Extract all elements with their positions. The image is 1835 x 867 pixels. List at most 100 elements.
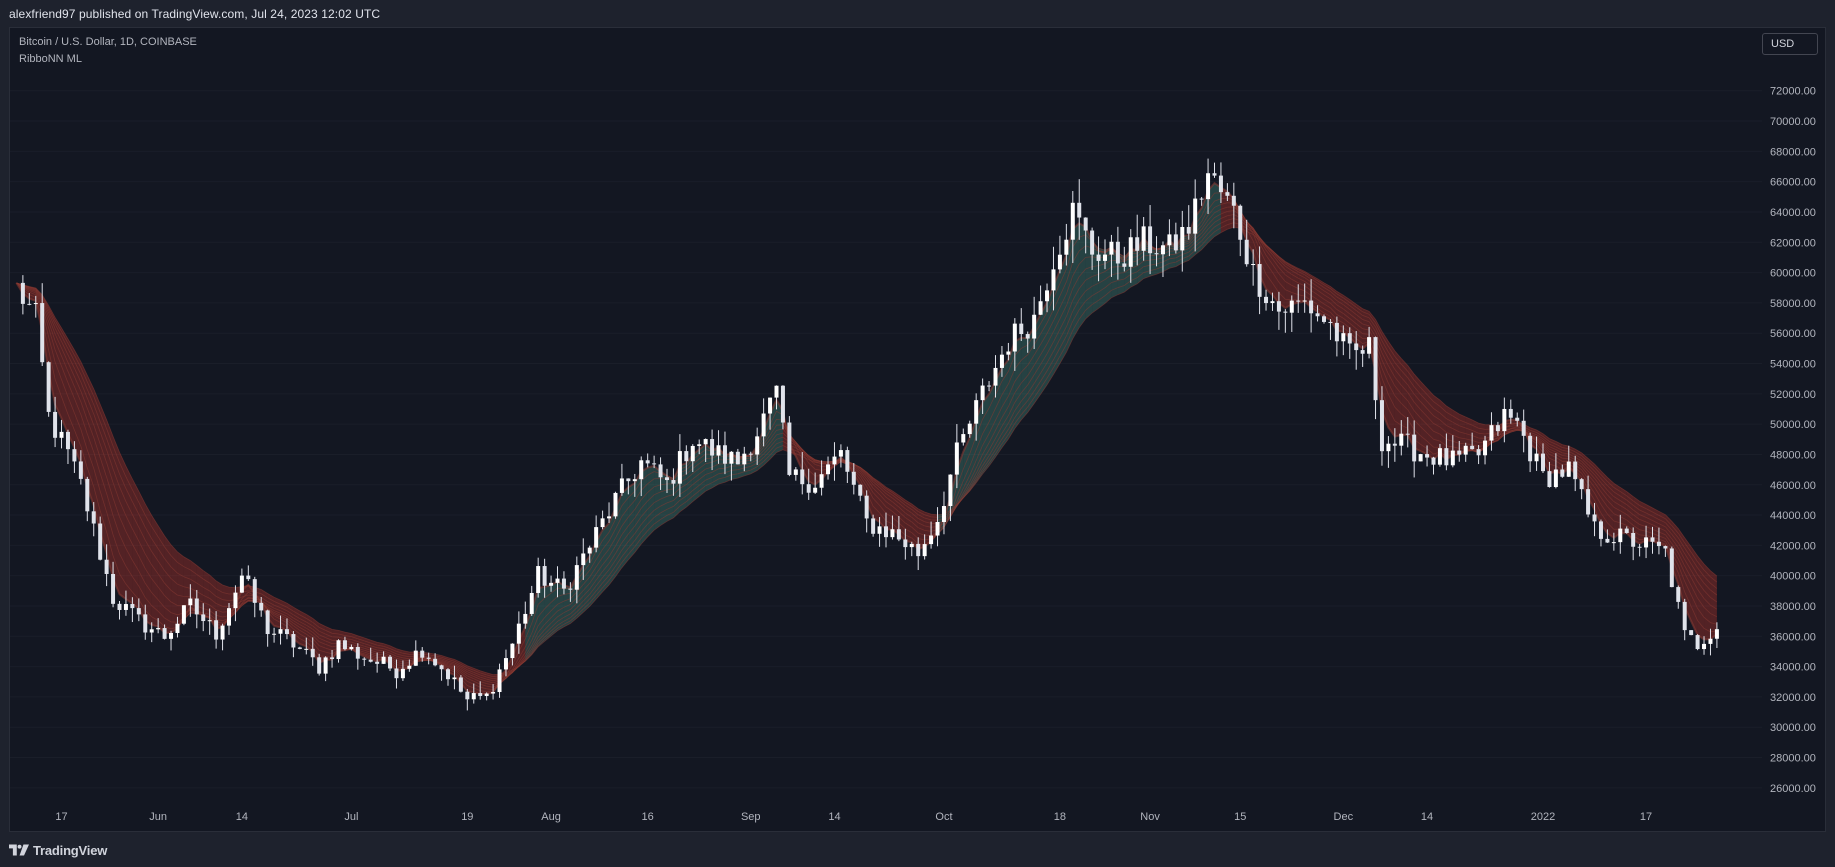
candle-body — [896, 529, 901, 540]
indicator-legend[interactable]: RibboNN ML — [19, 53, 82, 65]
candle-body — [735, 451, 740, 465]
candle-body — [239, 575, 244, 593]
price-tick-label: 36000.00 — [1770, 631, 1816, 643]
candle-body — [297, 647, 302, 649]
candle-body — [549, 582, 554, 586]
candle-body — [516, 623, 521, 644]
time-tick-label: 18 — [1054, 811, 1066, 823]
candle-body — [1283, 311, 1288, 313]
candle-body — [1457, 450, 1462, 455]
ribbon-band — [1452, 410, 1460, 456]
ribbon-band — [1304, 271, 1312, 308]
candle-body — [1045, 290, 1050, 302]
ribbon-band — [602, 523, 610, 592]
candle-body — [639, 460, 644, 480]
price-tick-label: 44000.00 — [1770, 510, 1816, 522]
currency-button[interactable]: USD — [1762, 33, 1818, 55]
candle-body — [426, 657, 431, 659]
candle-body — [439, 665, 444, 670]
candle-body — [1637, 546, 1642, 548]
ribbon-band — [151, 515, 159, 627]
candle-body — [336, 640, 341, 660]
ribbon-band — [879, 482, 886, 530]
candle-body — [1225, 192, 1230, 196]
candle-body — [1379, 400, 1384, 452]
tradingview-logo[interactable]: TradingView — [9, 842, 107, 858]
candle-body — [1521, 420, 1526, 436]
price-tick-label: 54000.00 — [1770, 359, 1816, 371]
candle-body — [407, 665, 412, 669]
candle-body — [278, 629, 283, 634]
candle-body — [1682, 601, 1687, 631]
price-tick-label: 70000.00 — [1770, 116, 1816, 128]
candle-body — [1650, 537, 1655, 542]
candle-body — [619, 478, 624, 493]
price-chart[interactable]: 26000.00 28000.00 30000.00 32000.00 34000.00… — [10, 28, 1825, 831]
candle-body — [1392, 443, 1397, 446]
ribbon-band — [1072, 223, 1080, 339]
candle-body — [130, 604, 135, 609]
candle-body — [1354, 343, 1359, 351]
tradingview-logo-text: TradingView — [33, 842, 108, 858]
candle-body — [1289, 300, 1294, 313]
candle-body — [368, 659, 373, 662]
candle-body — [342, 640, 347, 650]
candle-body — [111, 573, 116, 604]
candle-body — [1109, 241, 1114, 255]
candle-body — [169, 632, 174, 639]
candle-body — [561, 578, 566, 589]
ribbon-band — [1040, 302, 1048, 395]
candle-body — [1444, 448, 1449, 466]
candle-body — [381, 656, 386, 664]
price-tick-label: 50000.00 — [1770, 419, 1816, 431]
ribbon-band — [911, 504, 919, 550]
candle-body — [1405, 433, 1410, 435]
ribbon-band — [544, 584, 552, 642]
candle-body — [697, 444, 702, 446]
candle-body — [916, 543, 921, 557]
candle-body — [465, 691, 470, 700]
price-tick-label: 30000.00 — [1770, 722, 1816, 734]
candle-body — [1450, 450, 1455, 466]
candle-body — [716, 445, 721, 456]
candle-body — [284, 629, 289, 635]
candle-body — [652, 463, 657, 465]
candle-body — [922, 544, 927, 557]
candle-body — [1566, 461, 1571, 477]
candle-body — [1598, 521, 1603, 539]
candle-body — [1173, 234, 1178, 251]
candle-body — [46, 362, 51, 412]
top-bar: alexfriend97 published on TradingView.co… — [0, 0, 1835, 27]
candle-body — [1276, 301, 1281, 312]
ribbon-band — [132, 478, 139, 610]
candle-body — [330, 657, 335, 660]
candle-body — [478, 693, 483, 697]
candle-body — [819, 474, 824, 488]
candle-body — [1624, 528, 1629, 533]
candle-body — [149, 629, 154, 633]
price-tick-label: 38000.00 — [1770, 601, 1816, 613]
candle-body — [1399, 433, 1404, 446]
price-tick-label: 56000.00 — [1770, 328, 1816, 340]
candle-body — [568, 588, 573, 590]
candle-body — [471, 693, 476, 700]
symbol-legend[interactable]: Bitcoin / U.S. Dollar, 1D, COINBASE — [19, 36, 197, 48]
tradingview-logo-icon — [9, 844, 29, 856]
ribbon-band — [203, 570, 210, 619]
candle-body — [136, 608, 141, 615]
price-tick-label: 28000.00 — [1770, 753, 1816, 765]
price-tick-label: 66000.00 — [1770, 177, 1816, 189]
candle-body — [845, 450, 850, 472]
candle-body — [935, 522, 940, 536]
ribbon-band — [1214, 183, 1221, 237]
price-tick-label: 60000.00 — [1770, 268, 1816, 280]
candle-body — [536, 566, 541, 593]
time-tick-label: 2022 — [1531, 811, 1555, 823]
candle-body — [1231, 195, 1236, 206]
chart-pane[interactable]: 26000.00 28000.00 30000.00 32000.00 34000.00… — [9, 27, 1826, 832]
candle-body — [1618, 528, 1623, 543]
candle-body — [1508, 408, 1513, 418]
candle-body — [323, 657, 328, 674]
candle-body — [220, 625, 225, 640]
grid-layer — [10, 90, 1762, 789]
